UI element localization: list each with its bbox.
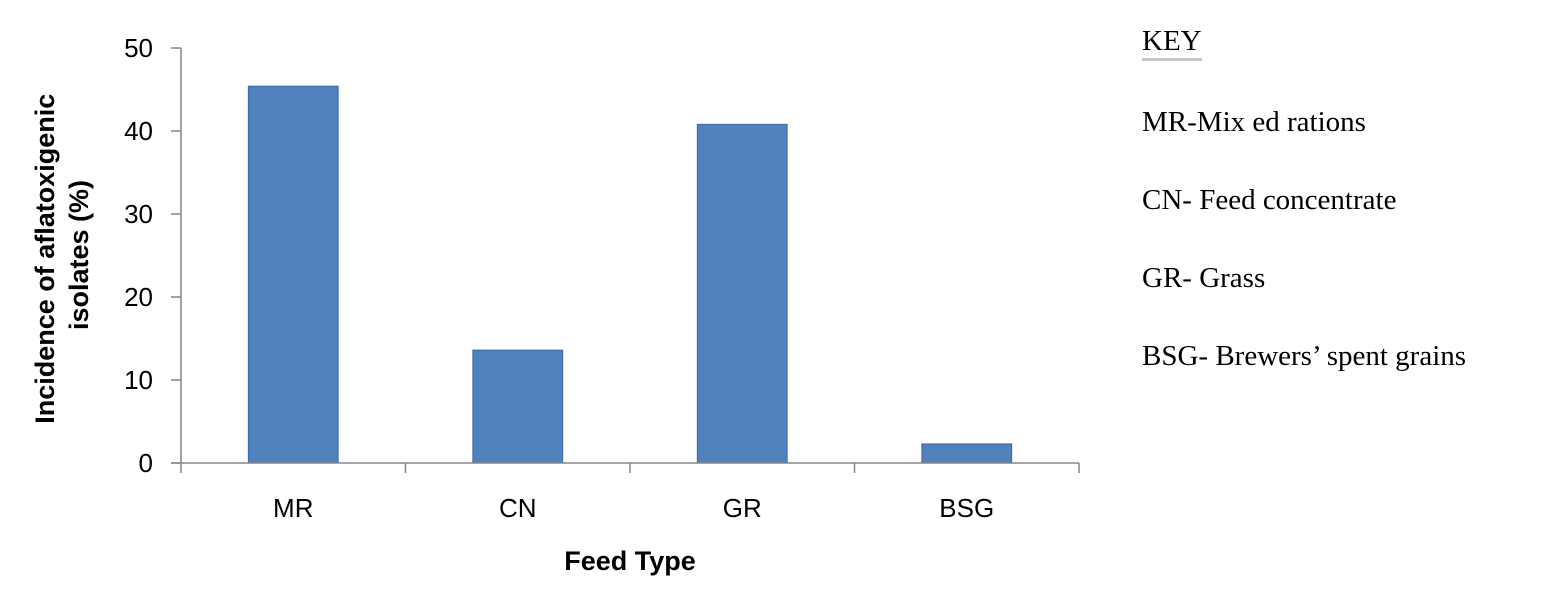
key-item-cn: CN- Feed concentrate [1142,184,1397,216]
key-item-bsg: BSG- Brewers’ spent grains [1142,340,1467,372]
x-tick-label-bsg: BSG [939,493,994,523]
x-tick-label-gr: GR [723,493,762,523]
key-item-gr: GR- Grass [1142,262,1266,294]
y-tick-label: 20 [124,282,153,312]
y-tick-label: 50 [124,33,153,63]
key-panel: KEY MR-Mix ed rations CN- Feed concentra… [1142,24,1466,417]
bar-mr [247,85,339,464]
x-tick-label-mr: MR [273,493,313,523]
x-tick-label-cn: CN [499,493,537,523]
x-axis-title: Feed Type [564,546,696,576]
y-tick-label: 0 [139,448,153,478]
y-tick-label: 30 [124,199,153,229]
y-axis-title-line-2: isolates (%) [64,180,94,330]
bar-bsg [921,443,1013,464]
bar-cn [472,349,564,464]
bar-gr [696,123,788,464]
key-item-mr: MR-Mix ed rations [1142,106,1366,138]
axes-group [171,47,1080,473]
bars-group [247,85,1013,464]
y-axis-title-line-1: Incidence of aflatoxigenic [30,94,60,424]
y-tick-label: 40 [124,116,153,146]
key-title: KEY [1142,24,1202,61]
labels-group: 0 10 20 30 40 50 MR CN GR BSG [124,33,994,523]
y-tick-label: 10 [124,365,153,395]
y-axis-title: Incidence of aflatoxigenic isolates (%) [30,86,94,424]
